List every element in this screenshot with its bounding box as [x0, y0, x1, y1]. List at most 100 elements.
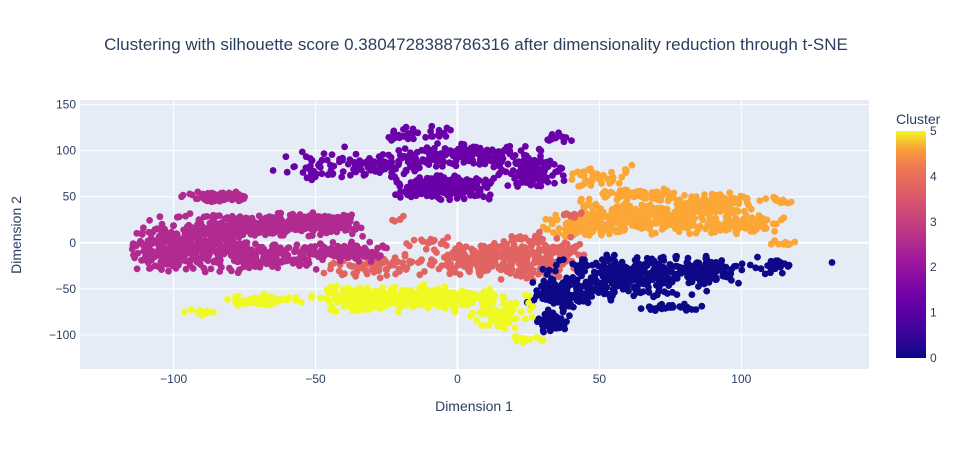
scatter-point-cluster-4: [613, 228, 621, 236]
scatter-point-cluster-0: [664, 290, 671, 297]
scatter-point-cluster-1: [548, 131, 556, 138]
scatter-point-cluster-4: [727, 195, 735, 203]
scatter-point-cluster-1: [460, 147, 467, 155]
scatter-point-cluster-1: [466, 148, 474, 156]
scatter-point-cluster-0: [653, 291, 661, 299]
scatter-point-cluster-4: [712, 214, 720, 222]
scatter-point-cluster-5: [460, 297, 468, 305]
scatter-point-cluster-1: [472, 177, 479, 184]
scatter-point-cluster-5: [267, 293, 275, 301]
scatter-point-cluster-3: [462, 243, 470, 251]
scatter-point-cluster-5: [480, 304, 488, 312]
scatter-point-cluster-1: [420, 184, 428, 192]
scatter-point-cluster-1: [338, 173, 346, 181]
scatter-point-cluster-2: [250, 229, 257, 236]
scatter-point-cluster-5: [234, 302, 242, 309]
scatter-point-cluster-2: [157, 232, 165, 239]
scatter-point-cluster-3: [383, 271, 391, 279]
scatter-point-cluster-2: [229, 216, 237, 224]
chart-title: Clustering with silhouette score 0.38047…: [104, 35, 848, 54]
scatter-point-cluster-1: [414, 182, 422, 190]
scatter-point-cluster-1: [512, 160, 520, 168]
scatter-point-cluster-5: [285, 294, 293, 301]
scatter-point-cluster-1: [370, 158, 378, 166]
scatter-point-cluster-3: [497, 276, 505, 283]
scatter-point-cluster-4: [791, 238, 799, 246]
scatter-point-cluster-2: [366, 238, 374, 246]
scatter-point-cluster-4: [744, 223, 751, 231]
scatter-point-cluster-1: [442, 133, 450, 140]
scatter-point-cluster-5: [522, 336, 530, 344]
colorbar-title: Cluster: [896, 111, 941, 127]
scatter-point-cluster-2: [235, 215, 243, 223]
scatter-point-cluster-0: [649, 271, 657, 279]
scatter-point-cluster-1: [442, 145, 450, 153]
scatter-point-cluster-5: [512, 315, 520, 323]
scatter-point-cluster-4: [712, 198, 720, 206]
x-tick-label: −100: [160, 372, 187, 386]
scatter-point-cluster-1: [549, 172, 556, 179]
scatter-point-cluster-0: [578, 289, 586, 297]
scatter-point-cluster-5: [390, 292, 398, 300]
scatter-point-cluster-4: [664, 218, 671, 226]
scatter-point-cluster-2: [182, 265, 190, 273]
scatter-point-cluster-2: [255, 223, 263, 231]
scatter-point-cluster-2: [133, 229, 141, 237]
scatter-point-cluster-2: [348, 238, 356, 246]
scatter-point-cluster-4: [631, 188, 639, 196]
scatter-point-cluster-5: [345, 284, 353, 292]
scatter-point-cluster-2: [303, 256, 310, 264]
scatter-point-cluster-1: [480, 193, 487, 201]
scatter-point-cluster-4: [577, 171, 584, 179]
scatter-point-cluster-5: [498, 312, 505, 319]
scatter-point-cluster-0: [559, 308, 567, 316]
scatter-point-cluster-2: [229, 224, 237, 232]
scatter-point-cluster-0: [539, 295, 547, 303]
scatter-point-cluster-3: [410, 236, 418, 244]
scatter-point-cluster-2: [248, 260, 256, 267]
scatter-point-cluster-0: [693, 270, 701, 278]
scatter-point-cluster-3: [463, 260, 470, 268]
scatter-point-cluster-2: [146, 217, 154, 224]
scatter-point-cluster-2: [339, 252, 346, 260]
scatter-point-cluster-2: [133, 265, 141, 273]
scatter-point-cluster-1: [302, 153, 310, 161]
y-tick-label: 100: [56, 144, 76, 158]
scatter-point-cluster-4: [740, 215, 748, 222]
scatter-point-cluster-5: [340, 302, 348, 310]
scatter-point-cluster-2: [196, 232, 204, 239]
scatter-point-cluster-5: [522, 315, 529, 323]
scatter-point-cluster-4: [711, 228, 719, 236]
scatter-point-cluster-5: [364, 302, 372, 310]
scatter-point-cluster-3: [542, 253, 550, 261]
scatter-point-cluster-5: [423, 301, 431, 308]
scatter-point-cluster-3: [529, 266, 537, 274]
scatter-point-cluster-1: [522, 152, 530, 160]
scatter-point-cluster-5: [257, 295, 265, 302]
scatter-point-cluster-2: [171, 236, 179, 243]
scatter-point-cluster-2: [198, 254, 206, 262]
scatter-point-cluster-4: [608, 168, 615, 176]
scatter-point-cluster-1: [313, 170, 320, 178]
scatter-point-cluster-5: [292, 296, 299, 304]
scatter-point-cluster-5: [386, 300, 394, 308]
scatter-point-cluster-0: [603, 251, 611, 259]
scatter-point-cluster-0: [684, 273, 692, 281]
scatter-point-cluster-0: [551, 295, 558, 303]
scatter-point-cluster-4: [580, 218, 588, 226]
scatter-point-cluster-4: [649, 191, 656, 198]
scatter-point-cluster-0: [650, 257, 658, 265]
scatter-point-cluster-0: [660, 274, 668, 282]
scatter-point-cluster-2: [199, 223, 206, 230]
scatter-point-cluster-4: [607, 211, 615, 219]
y-tick-label: 150: [56, 98, 76, 112]
scatter-point-cluster-0: [583, 293, 591, 301]
scatter-point-cluster-0: [563, 318, 570, 325]
scatter-point-cluster-5: [458, 288, 465, 295]
scatter-point-cluster-5: [511, 324, 519, 332]
scatter-point-cluster-1: [522, 143, 529, 150]
scatter-point-cluster-0: [598, 256, 606, 263]
scatter-point-cluster-0: [599, 282, 607, 290]
scatter-point-cluster-4: [581, 203, 588, 211]
scatter-point-cluster-1: [402, 166, 410, 174]
